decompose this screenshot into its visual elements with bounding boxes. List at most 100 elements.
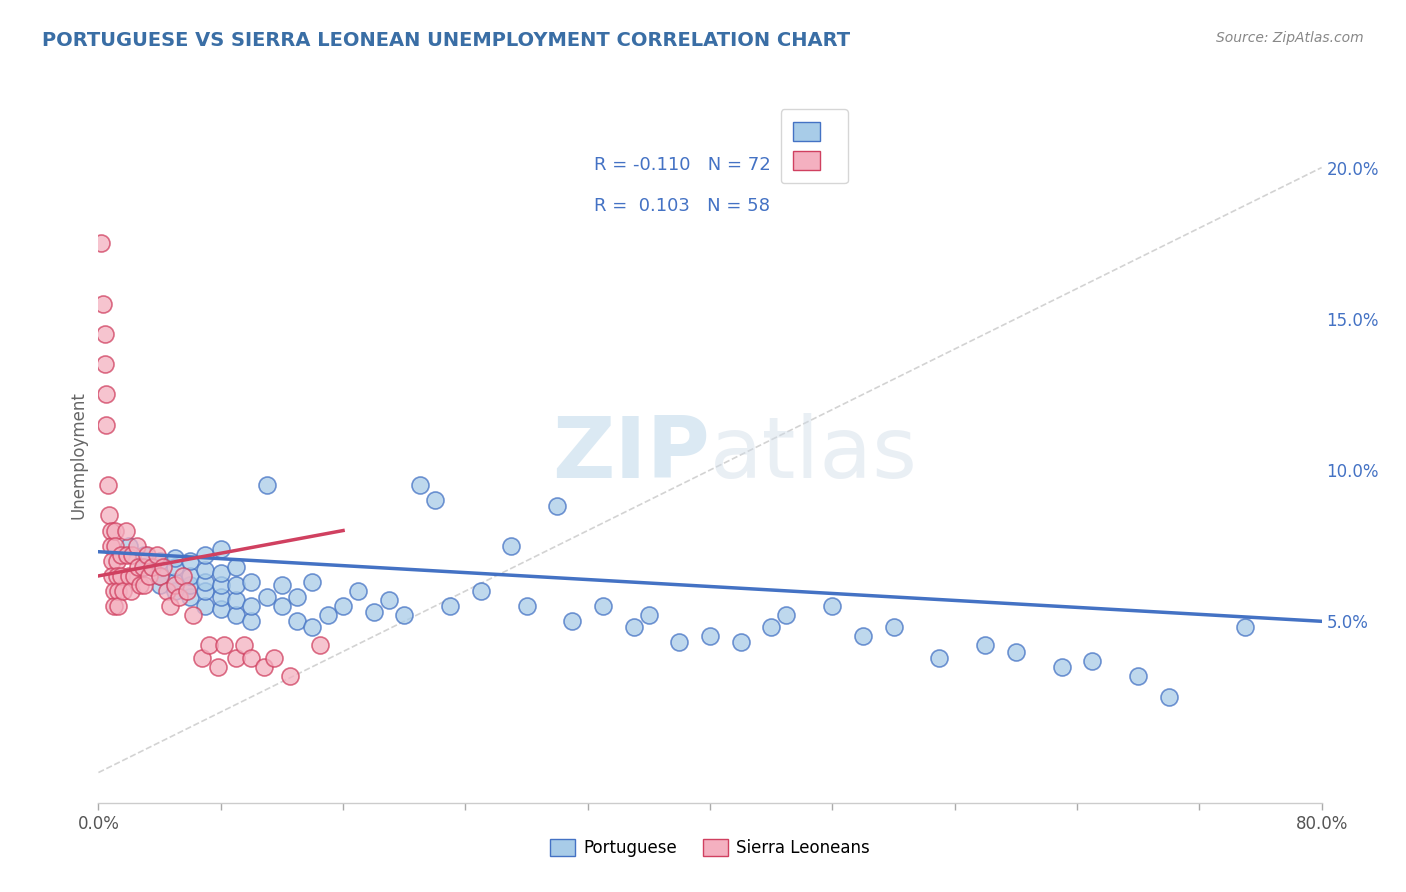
Point (197, 639, 219, 653)
Point (104, 539, 127, 553)
Point (316, 608, 339, 623)
Point (699, 629, 721, 643)
Point (194, 599, 217, 614)
Point (163, 559, 186, 574)
Point (623, 620, 645, 634)
Point (194, 574, 217, 589)
Point (207, 659, 229, 673)
Point (1234, 620, 1257, 634)
Point (176, 584, 198, 599)
Point (105, 569, 128, 583)
Point (125, 539, 148, 553)
Point (181, 608, 204, 623)
Point (285, 590, 308, 604)
Point (775, 608, 797, 623)
Point (225, 593, 247, 607)
Point (759, 620, 782, 634)
Point (90, 236, 112, 251)
Point (668, 635, 690, 649)
Point (252, 659, 274, 673)
Point (1157, 690, 1180, 704)
Text: R =  0.103   N = 58: R = 0.103 N = 58 (593, 197, 770, 216)
Y-axis label: Unemployment: Unemployment (69, 391, 87, 519)
Point (118, 569, 141, 583)
Point (179, 590, 201, 604)
Point (309, 639, 332, 653)
Point (149, 569, 172, 583)
Point (115, 524, 138, 538)
Point (132, 559, 155, 574)
Point (163, 550, 186, 565)
Point (821, 599, 844, 614)
Point (110, 548, 132, 562)
Point (105, 554, 128, 568)
Point (100, 524, 122, 538)
Point (240, 599, 263, 614)
Point (592, 599, 614, 614)
Point (546, 500, 568, 514)
Point (212, 639, 235, 653)
Point (332, 599, 354, 614)
Point (240, 650, 263, 665)
Point (470, 584, 492, 599)
Text: R = -0.110   N = 72: R = -0.110 N = 72 (593, 156, 770, 174)
Point (107, 599, 129, 614)
Point (883, 620, 905, 634)
Point (439, 599, 461, 614)
Point (172, 569, 194, 583)
Point (191, 650, 214, 665)
Point (163, 584, 186, 599)
Point (209, 578, 232, 592)
Point (285, 615, 308, 629)
Point (121, 548, 143, 562)
Point (93, 357, 115, 371)
Point (98, 508, 121, 523)
Point (163, 578, 186, 592)
Point (103, 584, 125, 599)
Point (120, 584, 142, 599)
Point (101, 554, 124, 568)
Point (93, 326, 115, 341)
Point (278, 669, 301, 683)
Text: ZIP: ZIP (553, 413, 710, 497)
Point (240, 574, 263, 589)
Point (152, 559, 174, 574)
Point (100, 539, 122, 553)
Point (141, 559, 163, 574)
Point (516, 599, 538, 614)
Point (1128, 669, 1150, 683)
Point (363, 605, 385, 619)
Point (209, 541, 232, 556)
Point (101, 569, 124, 583)
Point (111, 584, 134, 599)
Point (378, 593, 401, 607)
Point (163, 574, 186, 589)
Point (392, 608, 416, 623)
Point (209, 590, 232, 604)
Point (156, 584, 179, 599)
Point (1004, 644, 1026, 658)
Point (637, 608, 661, 623)
Point (159, 599, 181, 614)
Point (240, 615, 263, 629)
Point (1050, 659, 1073, 673)
Point (256, 590, 278, 604)
Point (145, 548, 167, 562)
Point (128, 578, 150, 592)
Point (194, 584, 217, 599)
Point (134, 578, 156, 592)
Point (122, 569, 145, 583)
Point (103, 599, 125, 614)
Point (149, 554, 172, 568)
Point (194, 563, 217, 577)
Point (179, 554, 201, 568)
Point (138, 569, 160, 583)
Point (134, 559, 156, 574)
Point (852, 629, 875, 643)
Point (118, 539, 141, 553)
Point (149, 569, 172, 583)
Text: atlas: atlas (710, 413, 918, 497)
Point (225, 578, 247, 592)
Point (149, 578, 172, 592)
Point (136, 548, 159, 562)
